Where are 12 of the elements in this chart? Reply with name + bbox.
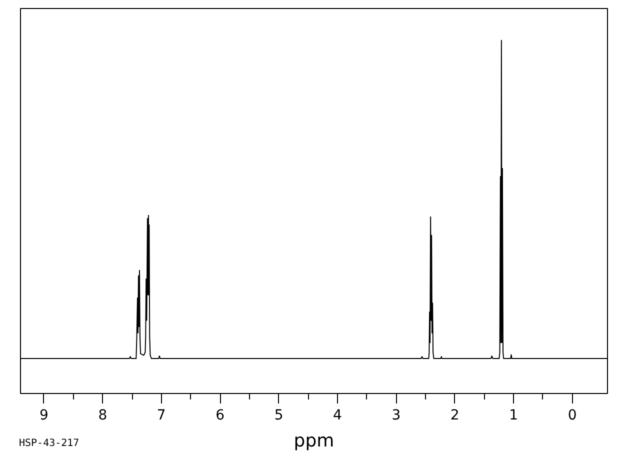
x-tick-label: 1 bbox=[509, 408, 518, 424]
x-tick-label: 8 bbox=[98, 408, 108, 424]
x-tick-label: 7 bbox=[156, 408, 166, 424]
x-tick-label: 9 bbox=[40, 408, 48, 424]
x-tick-label: 5 bbox=[274, 408, 284, 424]
x-tick-label: 6 bbox=[216, 408, 225, 424]
x-tick-label: 3 bbox=[392, 408, 401, 424]
x-tick-label: 2 bbox=[450, 408, 460, 424]
text: HSP-43-217 bbox=[19, 438, 80, 450]
x-tick-label: 4 bbox=[333, 408, 342, 424]
x-tick-label: 0 bbox=[568, 408, 577, 424]
x-axis-title: ppm bbox=[294, 430, 334, 452]
